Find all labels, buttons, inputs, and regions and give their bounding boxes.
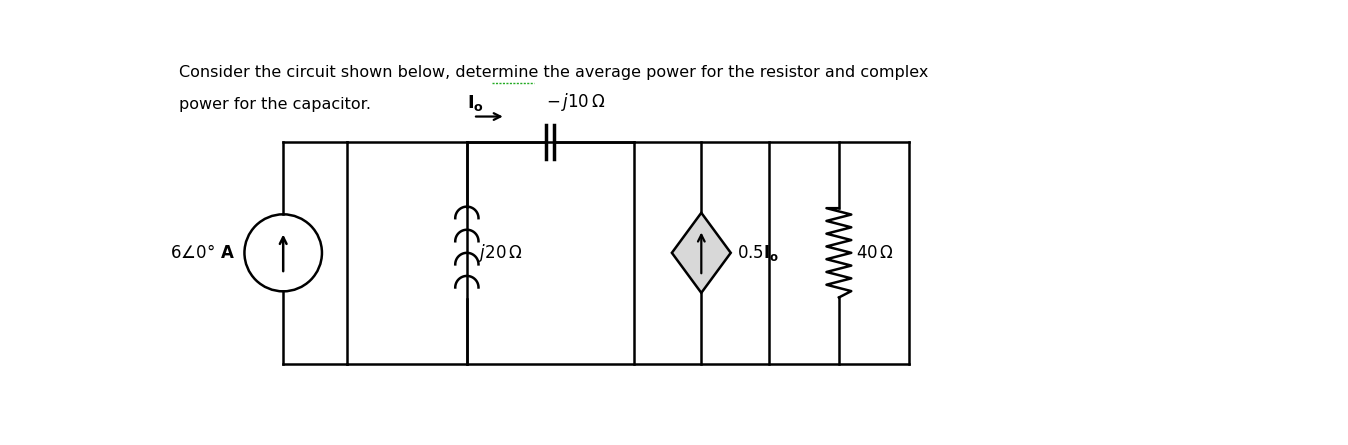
Text: $j20\,\Omega$: $j20\,\Omega$ [477,242,522,264]
Text: $6\angle 0°$ A: $6\angle 0°$ A [170,244,235,262]
Text: Consider the circuit shown below, determine the average power for the resistor a: Consider the circuit shown below, determ… [178,65,927,80]
Text: power for the capacitor.: power for the capacitor. [178,97,371,112]
Text: $\mathbf{I_o}$: $\mathbf{I_o}$ [466,93,484,113]
Polygon shape [671,213,731,293]
Text: $40\,\Omega$: $40\,\Omega$ [856,244,894,262]
Text: $-\,j10\,\Omega$: $-\,j10\,\Omega$ [546,92,605,113]
Text: $0.5\mathbf{I_o}$: $0.5\mathbf{I_o}$ [737,243,779,263]
